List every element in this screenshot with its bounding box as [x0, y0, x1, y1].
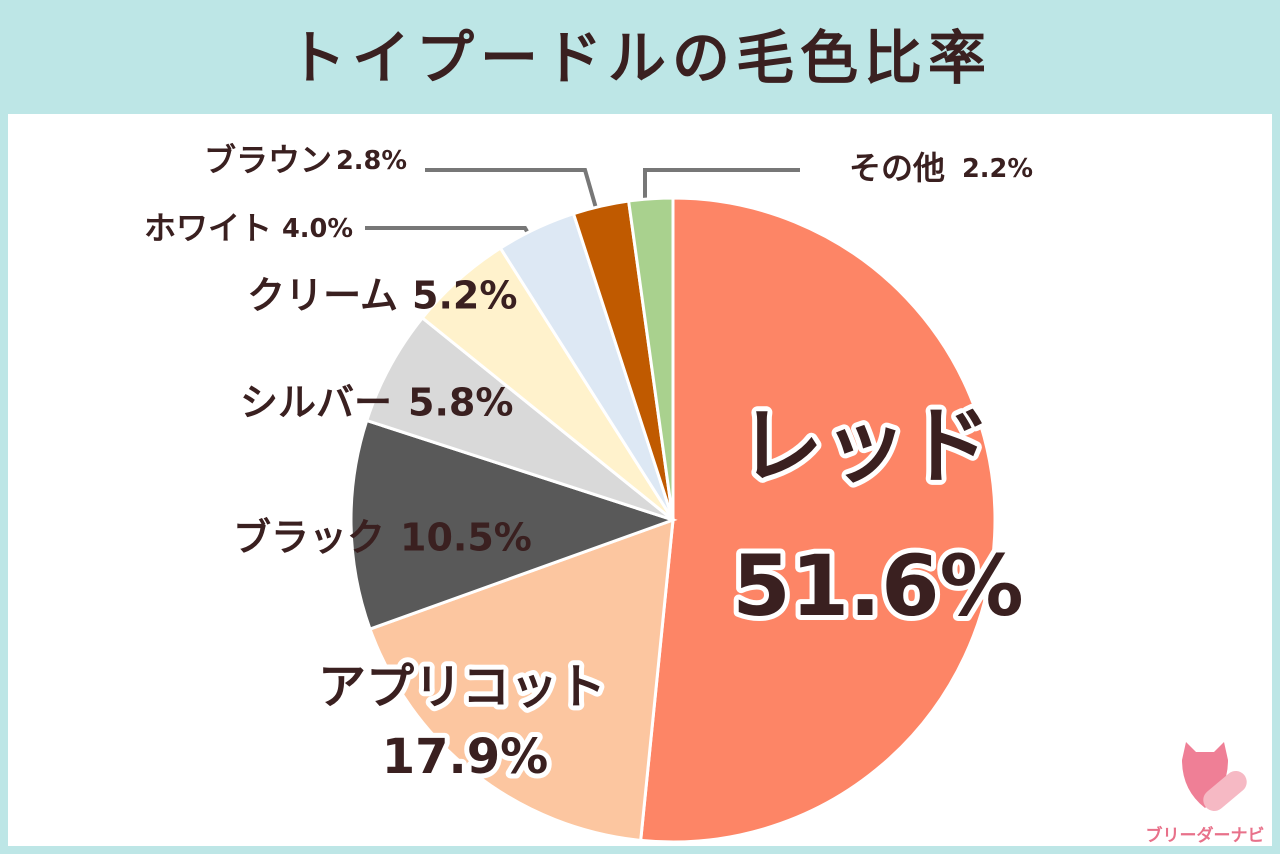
- slice-label: ブラウン: [204, 141, 332, 179]
- slice-label: シルバー: [240, 381, 392, 425]
- slice-label: ホワイト: [144, 209, 272, 247]
- value-label: 10.5%: [400, 516, 532, 560]
- slice-label: その他: [849, 149, 945, 187]
- slice-label: クリーム: [247, 274, 398, 318]
- leader-line: [425, 168, 602, 223]
- slice-label: アプリコット: [318, 659, 606, 715]
- logo-text: ブリーダーナビ: [1146, 825, 1265, 846]
- pie-slice: [368, 517, 675, 843]
- value-label: 51.6%: [732, 537, 1023, 635]
- logo-icon: [1182, 742, 1247, 811]
- value-label: 17.9%: [382, 729, 549, 785]
- pie: [349, 196, 997, 844]
- pie-slice: [639, 196, 997, 844]
- value-label: 2.2%: [962, 154, 1033, 184]
- slice-label: レッド: [739, 397, 991, 495]
- pie-slice: [626, 196, 675, 521]
- pie-slice: [349, 418, 678, 631]
- value-label: 2.8%: [336, 146, 407, 176]
- slice-label: ブラック: [233, 516, 385, 560]
- value-label: 5.2%: [412, 274, 517, 318]
- value-label: 4.0%: [282, 214, 353, 244]
- value-label: 5.8%: [408, 381, 513, 425]
- chart-title: トイプードルの毛色比率: [288, 24, 992, 92]
